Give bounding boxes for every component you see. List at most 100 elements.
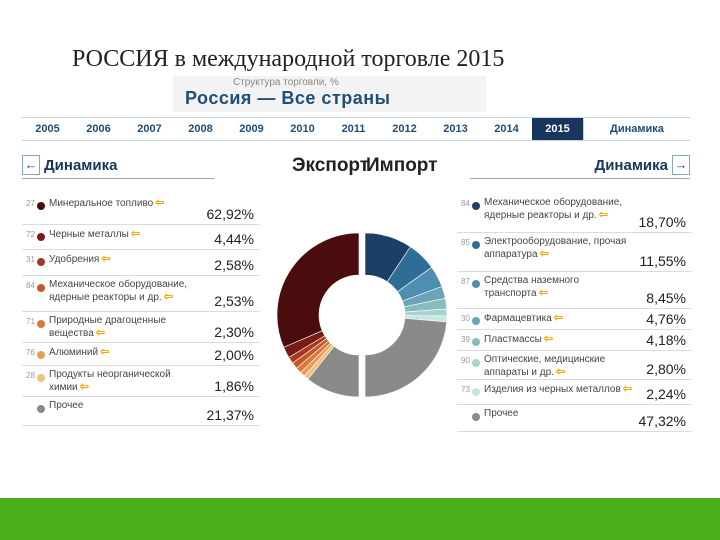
export-list-item[interactable]: 84 Механическое оборудование, ядерные реа… xyxy=(22,276,260,312)
year-tab-2011[interactable]: 2011 xyxy=(341,123,366,135)
import-list: 84 Механическое оборудование, ядерные реа… xyxy=(457,194,692,432)
category-label: Продукты неорганической химии ⇦ xyxy=(49,369,199,394)
banner-title: Россия — Все страны xyxy=(185,88,391,108)
hs-code: 84 xyxy=(26,281,35,290)
category-text: Прочее xyxy=(484,408,519,419)
import-list-item[interactable]: 30 Фармацевтика ⇦ 4,76% xyxy=(457,309,692,330)
category-text: Изделия из черных металлов xyxy=(484,384,621,395)
dynamics-icon[interactable]: ⇦ xyxy=(543,333,554,345)
dynamics-icon[interactable]: ⇦ xyxy=(101,253,111,265)
share-value: 2,80% xyxy=(646,361,686,377)
export-list: 27 Минеральное топливо ⇦ 62,92% 72 Черные мет… xyxy=(22,194,260,426)
export-list-item[interactable]: 72 Черные металлы ⇦ 4,44% xyxy=(22,225,260,250)
import-list-item[interactable]: 73 Изделия из черных металлов ⇦ 2,24% xyxy=(457,380,692,405)
category-text: Черные металлы xyxy=(49,229,129,240)
category-text: Природные драгоценные вещества xyxy=(49,315,167,339)
share-value: 2,00% xyxy=(214,347,254,363)
legend-swatch xyxy=(472,359,480,367)
legend-swatch xyxy=(37,258,45,266)
arrow-right-icon[interactable]: → xyxy=(672,155,690,175)
legend-swatch xyxy=(37,405,45,413)
category-label: Изделия из черных металлов ⇦ xyxy=(484,383,634,396)
import-slice xyxy=(364,318,447,398)
dynamics-icon[interactable]: ⇦ xyxy=(622,383,633,395)
dynamics-icon[interactable]: ⇦ xyxy=(538,287,548,299)
category-label: Алюминий ⇦ xyxy=(49,346,199,359)
legend-swatch xyxy=(37,233,45,241)
year-tab-2013[interactable]: 2013 xyxy=(443,123,468,135)
hs-code: 72 xyxy=(26,230,35,239)
import-list-item[interactable]: 84 Механическое оборудование, ядерные реа… xyxy=(457,194,692,233)
hs-code: 28 xyxy=(26,371,35,380)
dynamics-icon[interactable]: ⇦ xyxy=(79,381,89,393)
year-tab-2005[interactable]: 2005 xyxy=(35,123,60,135)
export-list-item[interactable]: 31 Удобрения ⇦ 2,58% xyxy=(22,250,260,276)
dynamics-icon[interactable]: ⇦ xyxy=(539,248,549,260)
banner: Структура торговли, % Россия — Все стран… xyxy=(173,76,486,112)
year-tab-2010[interactable]: 2010 xyxy=(290,123,315,135)
import-list-item[interactable]: 39 Пластмассы ⇦ 4,18% xyxy=(457,330,692,351)
legend-swatch xyxy=(37,374,45,382)
year-tab-2009[interactable]: 2009 xyxy=(239,123,264,135)
category-label: Механическое оборудование, ядерные реакт… xyxy=(484,197,634,222)
dynamics-icon[interactable]: ⇦ xyxy=(130,228,141,240)
year-timeline: 2005 2006 2007 2008 2009 2010 2011 2012 2013 2014… xyxy=(22,117,690,141)
export-list-item[interactable]: 76 Алюминий ⇦ 2,00% xyxy=(22,343,260,366)
year-tab-2007[interactable]: 2007 xyxy=(137,123,162,135)
year-tab-2015[interactable]: 2015 xyxy=(532,118,583,140)
category-text: Механическое оборудование, ядерные реакт… xyxy=(484,197,623,221)
dynamics-export-label: Динамика xyxy=(44,156,118,174)
dynamics-import-label: Динамика xyxy=(594,156,668,174)
dynamics-icon[interactable]: ⇦ xyxy=(598,209,608,221)
export-list-item[interactable]: Прочее 21,37% xyxy=(22,397,260,426)
category-text: Алюминий xyxy=(49,347,99,358)
legend-swatch xyxy=(472,241,480,249)
hs-code: 71 xyxy=(26,317,35,326)
dynamics-export-control[interactable]: ← Динамика xyxy=(22,152,214,179)
export-list-item[interactable]: 28 Продукты неорганической химии ⇦ 1,86% xyxy=(22,366,260,397)
dynamics-tab[interactable]: Динамика xyxy=(583,118,690,140)
export-slice xyxy=(277,232,360,348)
category-text: Продукты неорганической химии xyxy=(49,369,171,393)
legend-swatch xyxy=(472,202,480,210)
export-list-item[interactable]: 71 Природные драгоценные вещества ⇦ 2,30% xyxy=(22,312,260,343)
category-label: Фармацевтика ⇦ xyxy=(484,312,634,325)
category-label: Оптические, медицинские аппараты и др. ⇦ xyxy=(484,354,634,379)
category-text: Фармацевтика xyxy=(484,313,552,324)
dynamics-import-control[interactable]: Динамика → xyxy=(470,152,690,179)
legend-swatch xyxy=(472,338,480,346)
legend-swatch xyxy=(37,320,45,328)
dynamics-icon[interactable]: ⇦ xyxy=(163,291,173,303)
year-tab-2012[interactable]: 2012 xyxy=(392,123,417,135)
slide-title: РОССИЯ в международной торговле 2015 xyxy=(72,46,505,72)
dynamics-icon[interactable]: ⇦ xyxy=(95,327,105,339)
share-value: 1,86% xyxy=(214,378,254,394)
hs-code: 90 xyxy=(461,356,470,365)
category-label: Минеральное топливо ⇦ xyxy=(49,197,199,210)
dynamics-icon[interactable]: ⇦ xyxy=(553,312,563,324)
share-value: 11,55% xyxy=(639,253,686,269)
legend-swatch xyxy=(472,388,480,396)
share-value: 18,70% xyxy=(638,214,686,230)
footer-bar xyxy=(0,498,720,540)
year-tab-2006[interactable]: 2006 xyxy=(86,123,111,135)
import-header: Импорт xyxy=(366,155,438,176)
dynamics-icon[interactable]: ⇦ xyxy=(555,366,566,378)
import-list-item[interactable]: 87 Средства наземного транспорта ⇦ 8,45% xyxy=(457,272,692,309)
export-list-item[interactable]: 27 Минеральное топливо ⇦ 62,92% xyxy=(22,194,260,225)
year-tab-2008[interactable]: 2008 xyxy=(188,123,213,135)
share-value: 4,44% xyxy=(214,231,254,247)
arrow-left-icon[interactable]: ← xyxy=(22,155,40,175)
export-slice xyxy=(307,345,360,398)
dynamics-icon[interactable]: ⇦ xyxy=(155,197,165,209)
export-header: Экспорт xyxy=(292,155,370,176)
year-tab-2014[interactable]: 2014 xyxy=(494,123,519,135)
dynamics-icon[interactable]: ⇦ xyxy=(100,346,110,358)
import-list-item[interactable]: 90 Оптические, медицинские аппараты и др.… xyxy=(457,351,692,380)
category-label: Пластмассы ⇦ xyxy=(484,333,634,346)
legend-swatch xyxy=(472,317,480,325)
import-list-item[interactable]: Прочее 47,32% xyxy=(457,405,692,432)
category-label: Средства наземного транспорта ⇦ xyxy=(484,275,634,300)
import-list-item[interactable]: 85 Электрооборудование, прочая аппаратура… xyxy=(457,233,692,272)
share-value: 21,37% xyxy=(206,407,254,423)
